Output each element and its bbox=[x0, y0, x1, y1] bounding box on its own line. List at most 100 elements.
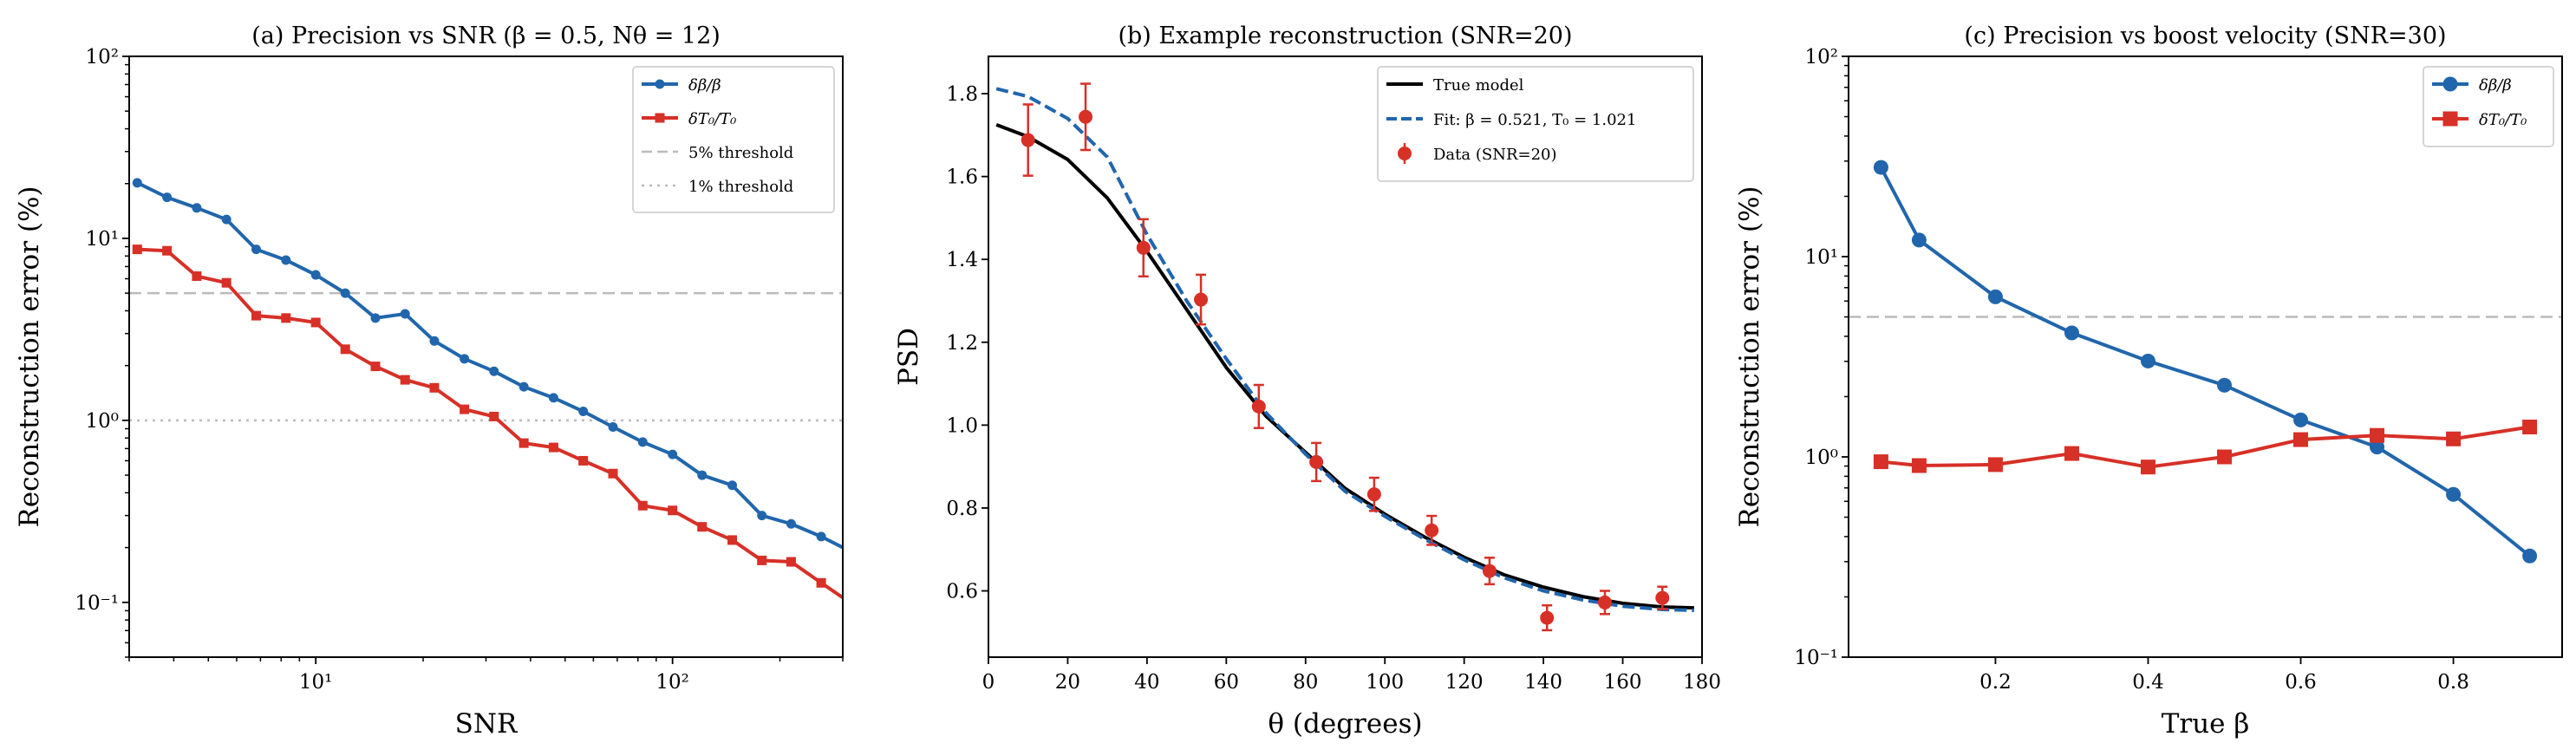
series-marker-circle bbox=[2293, 412, 2309, 427]
data-point bbox=[1309, 454, 1324, 469]
y-tick-label: 10² bbox=[86, 46, 120, 68]
chart-title: (a) Precision vs SNR (β = 0.5, Nθ = 12) bbox=[251, 23, 721, 49]
panel-b: 0 20 40 60 80 100 120 140 160 180 0.6 0.8 1.0 1.2 1.4 1… bbox=[893, 23, 1721, 740]
series-marker-square bbox=[489, 411, 499, 421]
data-point bbox=[1136, 240, 1151, 255]
y-tick-label: 10⁰ bbox=[86, 410, 120, 433]
legend-marker-square bbox=[2442, 111, 2458, 127]
series-marker-square bbox=[340, 344, 350, 355]
x-axis-label: θ (degrees) bbox=[1268, 708, 1422, 740]
x-tick-label: 0.2 bbox=[1979, 671, 2012, 694]
data-point bbox=[1251, 399, 1266, 414]
y-axis-label: Reconstruction error (%) bbox=[14, 186, 45, 527]
series-marker-circle bbox=[727, 480, 738, 491]
true-model-curve bbox=[995, 122, 1694, 610]
series-marker-square bbox=[2140, 459, 2155, 475]
series-marker-square bbox=[578, 455, 589, 466]
series-marker-square bbox=[816, 577, 826, 588]
y-tick-label: 0.6 bbox=[946, 581, 978, 603]
legend-label: δT₀/T₀ bbox=[688, 110, 736, 128]
series-marker-circle bbox=[251, 244, 262, 255]
data-point bbox=[1425, 523, 1439, 538]
y-tick-label: 10⁰ bbox=[1805, 446, 1839, 469]
x-tick-label: 60 bbox=[1214, 671, 1239, 694]
y-axis-label: Reconstruction error (%) bbox=[1734, 186, 1765, 527]
x-tick-label: 10¹ bbox=[299, 671, 333, 694]
series-marker-circle bbox=[2522, 548, 2538, 564]
data-point bbox=[1194, 292, 1209, 307]
legend-label: Data (SNR=20) bbox=[1433, 146, 1557, 164]
series-marker-circle bbox=[578, 407, 589, 417]
series-marker-square bbox=[2522, 420, 2538, 435]
legend-label: δT₀/T₀ bbox=[2479, 111, 2527, 129]
series-marker-circle bbox=[192, 203, 202, 213]
series-marker-circle bbox=[460, 354, 470, 364]
plot-area bbox=[995, 82, 1694, 632]
series-marker-circle bbox=[340, 288, 350, 298]
series-line bbox=[1879, 166, 2531, 557]
series-line bbox=[1881, 425, 2530, 469]
legend-box bbox=[632, 66, 835, 213]
data-point bbox=[1482, 564, 1497, 578]
series-marker-square bbox=[132, 244, 142, 255]
axes-frame bbox=[988, 55, 1703, 658]
x-tick-label: 160 bbox=[1604, 671, 1642, 694]
legend-label: δβ/β bbox=[2479, 76, 2512, 94]
y-tick-label: 10¹ bbox=[1805, 246, 1839, 269]
data-point bbox=[1021, 133, 1035, 147]
y-tick-label: 10⁻¹ bbox=[1794, 647, 1838, 669]
series-marker-circle bbox=[637, 437, 648, 447]
legend-item: δβ/β bbox=[642, 76, 721, 94]
y-tick-label: 1.8 bbox=[946, 83, 978, 106]
series-marker-square bbox=[518, 438, 529, 448]
plot-area bbox=[1849, 160, 2562, 564]
series-marker-circle bbox=[2217, 377, 2233, 393]
legend-item: δT₀/T₀ bbox=[2432, 111, 2527, 129]
series-marker-circle bbox=[1911, 232, 1927, 248]
series-marker-square bbox=[310, 317, 321, 328]
legend-label: Fit: β = 0.521, T₀ = 1.021 bbox=[1433, 111, 1636, 129]
series-marker-circle bbox=[370, 313, 381, 323]
series-marker-circle bbox=[548, 393, 558, 403]
y-tick-label: 1.2 bbox=[946, 332, 978, 355]
chart-title: (c) Precision vs boost velocity (SNR=30) bbox=[1964, 23, 2446, 49]
series-marker-square bbox=[2446, 431, 2462, 446]
x-tick-label: 0.6 bbox=[2285, 671, 2317, 694]
legend-item: 1% threshold bbox=[642, 178, 793, 196]
series-marker-circle bbox=[281, 255, 291, 265]
y-tick-label: 10² bbox=[1805, 46, 1839, 68]
series-marker-circle bbox=[757, 511, 767, 521]
x-tick-label: 120 bbox=[1445, 671, 1484, 694]
plot-area bbox=[129, 178, 843, 600]
series-marker-square bbox=[192, 271, 202, 282]
legend-item: Data (SNR=20) bbox=[1398, 143, 1557, 164]
series-marker-square bbox=[2064, 446, 2079, 461]
legend-marker-circle bbox=[655, 79, 665, 89]
series-marker-circle bbox=[489, 366, 499, 376]
series-marker-circle bbox=[668, 449, 678, 459]
series-marker-circle bbox=[816, 531, 826, 542]
x-tick-label: 0.4 bbox=[2132, 671, 2164, 694]
series-marker-square bbox=[2293, 432, 2309, 447]
panel-a: 10¹ 10² 10⁻¹ 10⁰ 10¹ 10² (a) Precision vs SNR … bbox=[14, 23, 844, 740]
chart-title: (b) Example reconstruction (SNR=20) bbox=[1118, 23, 1572, 49]
y-tick-label: 1.0 bbox=[946, 414, 978, 437]
series-marker-circle bbox=[2140, 353, 2155, 368]
x-tick-label: 0.8 bbox=[2437, 671, 2469, 694]
legend-item: δβ/β bbox=[2432, 76, 2512, 94]
legend-label: δβ/β bbox=[688, 76, 721, 94]
series-marker-circle bbox=[310, 270, 321, 280]
series-marker-circle bbox=[2370, 440, 2385, 455]
series-marker-circle bbox=[400, 309, 410, 319]
series-marker-square bbox=[637, 500, 648, 511]
x-axis-label: True β bbox=[2162, 708, 2250, 740]
series-marker-circle bbox=[1873, 160, 1888, 175]
series-marker-circle bbox=[162, 192, 173, 203]
series-line bbox=[137, 247, 843, 600]
legend: True model Fit: β = 0.521, T₀ = 1.021 Data… bbox=[1377, 66, 1694, 182]
legend-label: 5% threshold bbox=[688, 144, 793, 162]
x-tick-label: 0 bbox=[982, 671, 995, 694]
series-marker-circle bbox=[518, 381, 529, 392]
data-point bbox=[1597, 595, 1612, 609]
legend-marker-square bbox=[655, 113, 665, 123]
